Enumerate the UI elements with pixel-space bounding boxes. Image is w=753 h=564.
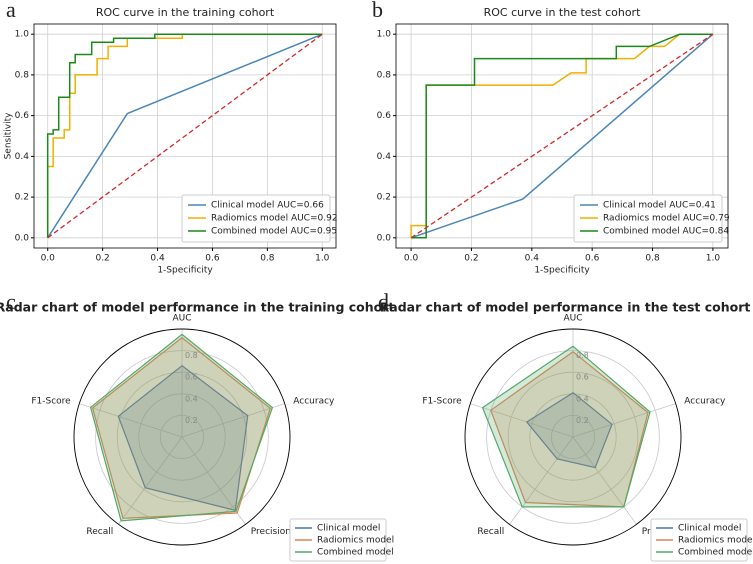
- r-tick-label: 0.6: [576, 373, 589, 382]
- plot-frame: [395, 23, 729, 249]
- x-tick-label: 1.0: [706, 254, 721, 264]
- reference-line: [410, 33, 714, 239]
- x-tick-label: 0.4: [150, 254, 165, 264]
- y-tick-label: 1.0: [15, 30, 30, 40]
- y-tick-label: 0.4: [377, 152, 392, 162]
- x-tick-label: 0.6: [205, 254, 220, 264]
- x-tick-label: 0.0: [41, 254, 56, 264]
- category-label: F1-Score: [31, 396, 71, 406]
- category-label: Precision: [251, 527, 291, 537]
- radar-area: [525, 391, 613, 469]
- category-label: Recall: [86, 527, 113, 537]
- chart-title: Radar chart of model performance in the …: [0, 300, 394, 315]
- category-label: Recall: [477, 527, 504, 537]
- y-tick-label: 0.4: [15, 152, 30, 162]
- x-tick-label: 0.2: [464, 254, 478, 264]
- spoke: [509, 436, 574, 525]
- roc-curve: [410, 33, 714, 239]
- legend-box: [650, 518, 748, 562]
- spoke: [470, 403, 574, 438]
- panel-label: c: [6, 289, 16, 314]
- legend-label: Radiomics model AUC=0.92: [211, 214, 338, 224]
- reference-line: [47, 33, 323, 239]
- panel-label: a: [6, 0, 16, 22]
- outer-circle: [73, 328, 291, 546]
- legend-label: Clinical model AUC=0.66: [211, 201, 324, 211]
- y-tick-label: 0.0: [15, 233, 30, 243]
- legend-label: Combined model: [317, 548, 394, 558]
- legend-label: Radiomics model: [317, 536, 394, 546]
- x-axis-label: 1-Specificity: [534, 266, 590, 276]
- chart-title: Radar chart of model performance in the …: [380, 300, 751, 315]
- r-tick-label: 0.4: [185, 394, 198, 403]
- legend-label: Radiomics model: [678, 536, 753, 546]
- x-tick-label: 0.2: [95, 254, 109, 264]
- r-tick-label: 0.2: [185, 416, 198, 425]
- legend-label: Clinical model: [678, 524, 741, 534]
- x-tick-label: 0.0: [404, 254, 419, 264]
- legend-box: [573, 194, 723, 243]
- x-tick-label: 0.4: [525, 254, 540, 264]
- r-tick-label: 0.8: [576, 351, 589, 360]
- r-tick-label: 0.2: [576, 416, 589, 425]
- spoke: [572, 436, 637, 525]
- legend-label: Combined model: [678, 548, 753, 558]
- chart-title: ROC curve in the test cohort: [484, 6, 641, 19]
- legend-box: [289, 518, 387, 562]
- panel-label: b: [372, 0, 383, 22]
- chart-title: ROC curve in the training cohort: [96, 6, 275, 19]
- roc-curve: [47, 33, 323, 239]
- radar-area: [481, 345, 651, 508]
- r-tick-label: 0.8: [185, 351, 198, 360]
- x-tick-label: 0.8: [645, 254, 660, 264]
- r-tick-label: 0.4: [576, 394, 589, 403]
- legend-label: Combined model AUC=0.84: [603, 227, 729, 237]
- y-tick-label: 0.2: [15, 193, 29, 203]
- spoke: [181, 403, 285, 438]
- legend-label: Radiomics model AUC=0.79: [603, 214, 730, 224]
- x-tick-label: 0.8: [260, 254, 275, 264]
- roc-curve: [46, 33, 323, 238]
- y-tick-label: 0.8: [377, 70, 392, 80]
- outer-circle: [464, 328, 682, 546]
- spoke: [118, 436, 183, 525]
- category-label: Accuracy: [684, 396, 726, 406]
- plot-frame: [33, 23, 337, 249]
- radar-area: [89, 333, 274, 522]
- y-axis-label: Sensitivity: [4, 112, 14, 160]
- y-tick-label: 0.0: [377, 233, 392, 243]
- x-tick-label: 0.6: [585, 254, 600, 264]
- radar-area: [490, 350, 649, 508]
- legend-label: Clinical model AUC=0.41: [603, 201, 716, 211]
- y-tick-label: 0.2: [377, 193, 391, 203]
- legend-label: Clinical model: [317, 524, 380, 534]
- y-tick-label: 1.0: [377, 30, 392, 40]
- x-tick-label: 1.0: [315, 254, 330, 264]
- r-tick-label: 0.6: [185, 373, 198, 382]
- panel-label: d: [378, 289, 389, 314]
- y-tick-label: 0.6: [15, 111, 30, 121]
- legend-box: [181, 194, 331, 243]
- y-tick-label: 0.6: [377, 111, 392, 121]
- y-tick-label: 0.8: [15, 70, 30, 80]
- category-label: AUC: [172, 314, 191, 324]
- roc-curve: [411, 33, 713, 239]
- spoke: [79, 403, 183, 438]
- spoke: [572, 403, 676, 438]
- category-label: Accuracy: [293, 396, 335, 406]
- legend-label: Combined model AUC=0.95: [211, 227, 337, 237]
- radar-area: [117, 364, 249, 512]
- category-label: AUC: [563, 314, 582, 324]
- x-axis-label: 1-Specificity: [157, 266, 213, 276]
- category-label: F1-Score: [422, 396, 462, 406]
